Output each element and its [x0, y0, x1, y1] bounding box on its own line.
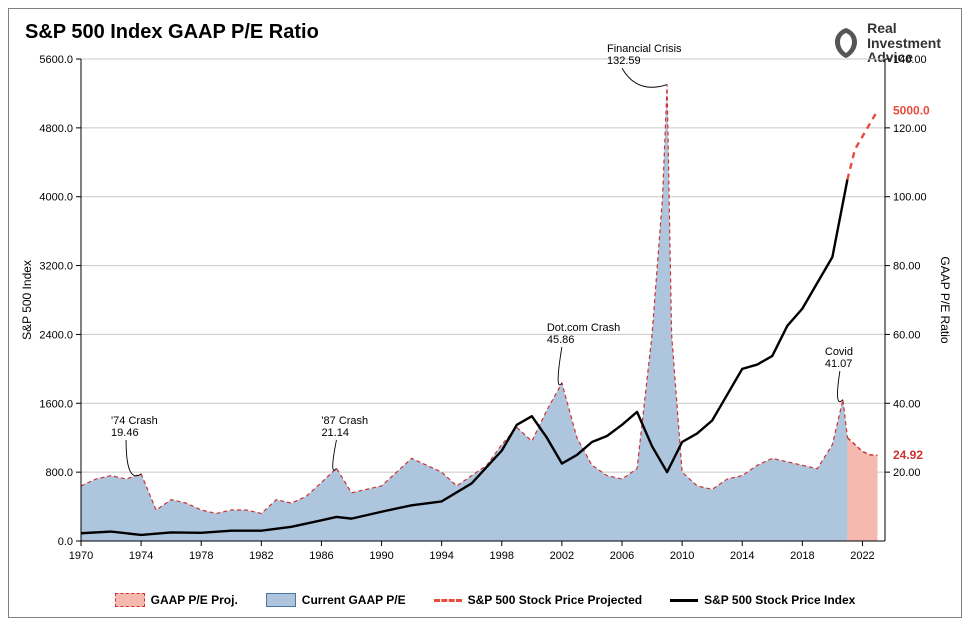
svg-text:60.00: 60.00	[893, 329, 921, 341]
svg-text:1978: 1978	[189, 550, 213, 562]
svg-text:1990: 1990	[369, 550, 393, 562]
svg-text:140.00: 140.00	[893, 54, 927, 66]
svg-text:120.00: 120.00	[893, 123, 927, 135]
svg-text:132.59: 132.59	[607, 55, 641, 67]
legend-item: S&P 500 Stock Price Projected	[434, 593, 643, 607]
svg-text:1986: 1986	[309, 550, 333, 562]
svg-text:5600.0: 5600.0	[39, 54, 73, 66]
legend-label: Current GAAP P/E	[302, 593, 406, 607]
legend-item: GAAP P/E Proj.	[115, 593, 238, 607]
svg-text:5000.0: 5000.0	[893, 104, 930, 118]
svg-text:'74 Crash: '74 Crash	[111, 415, 158, 427]
legend-swatch	[670, 599, 698, 602]
svg-text:40.00: 40.00	[893, 398, 921, 410]
legend-label: GAAP P/E Proj.	[151, 593, 238, 607]
chart-frame: S&P 500 Index GAAP P/E Ratio Real Invest…	[8, 8, 962, 618]
svg-text:1994: 1994	[429, 550, 453, 562]
svg-text:21.14: 21.14	[321, 427, 349, 439]
svg-text:45.86: 45.86	[547, 334, 575, 346]
svg-text:1600.0: 1600.0	[39, 398, 73, 410]
legend-item: Current GAAP P/E	[266, 593, 406, 607]
legend-item: S&P 500 Stock Price Index	[670, 593, 855, 607]
svg-text:Financial Crisis: Financial Crisis	[607, 43, 682, 55]
svg-text:1998: 1998	[490, 550, 514, 562]
chart-plot: 1970 1974 1978 1982 1986 1990 1994 1998 2002 2006…	[9, 9, 963, 619]
svg-text:41.07: 41.07	[825, 358, 853, 370]
legend-swatch	[266, 593, 296, 607]
svg-text:2014: 2014	[730, 550, 754, 562]
svg-text:2010: 2010	[670, 550, 694, 562]
legend-label: S&P 500 Stock Price Projected	[468, 593, 643, 607]
legend-label: S&P 500 Stock Price Index	[704, 593, 855, 607]
svg-text:2400.0: 2400.0	[39, 329, 73, 341]
svg-text:1970: 1970	[69, 550, 93, 562]
svg-text:Dot.com Crash: Dot.com Crash	[547, 322, 620, 334]
legend-swatch	[115, 593, 145, 607]
svg-text:24.92: 24.92	[893, 448, 923, 462]
svg-text:Covid: Covid	[825, 346, 853, 358]
svg-text:4800.0: 4800.0	[39, 123, 73, 135]
svg-text:1974: 1974	[129, 550, 153, 562]
svg-text:19.46: 19.46	[111, 427, 139, 439]
svg-text:0.0: 0.0	[58, 536, 73, 548]
svg-text:GAAP P/E Ratio: GAAP P/E Ratio	[938, 256, 952, 343]
svg-text:2006: 2006	[610, 550, 634, 562]
svg-text:1982: 1982	[249, 550, 273, 562]
svg-text:'87 Crash: '87 Crash	[321, 415, 368, 427]
svg-text:S&P 500 Index: S&P 500 Index	[20, 260, 34, 340]
svg-text:3200.0: 3200.0	[39, 261, 73, 273]
svg-text:2002: 2002	[550, 550, 574, 562]
svg-text:800.0: 800.0	[45, 467, 73, 479]
svg-text:4000.0: 4000.0	[39, 192, 73, 204]
svg-text:2018: 2018	[790, 550, 814, 562]
legend: GAAP P/E Proj. Current GAAP P/E S&P 500 St…	[9, 593, 961, 607]
svg-text:80.00: 80.00	[893, 261, 921, 273]
svg-text:2022: 2022	[850, 550, 874, 562]
svg-text:20.00: 20.00	[893, 467, 921, 479]
legend-swatch	[434, 599, 462, 602]
svg-text:100.00: 100.00	[893, 192, 927, 204]
